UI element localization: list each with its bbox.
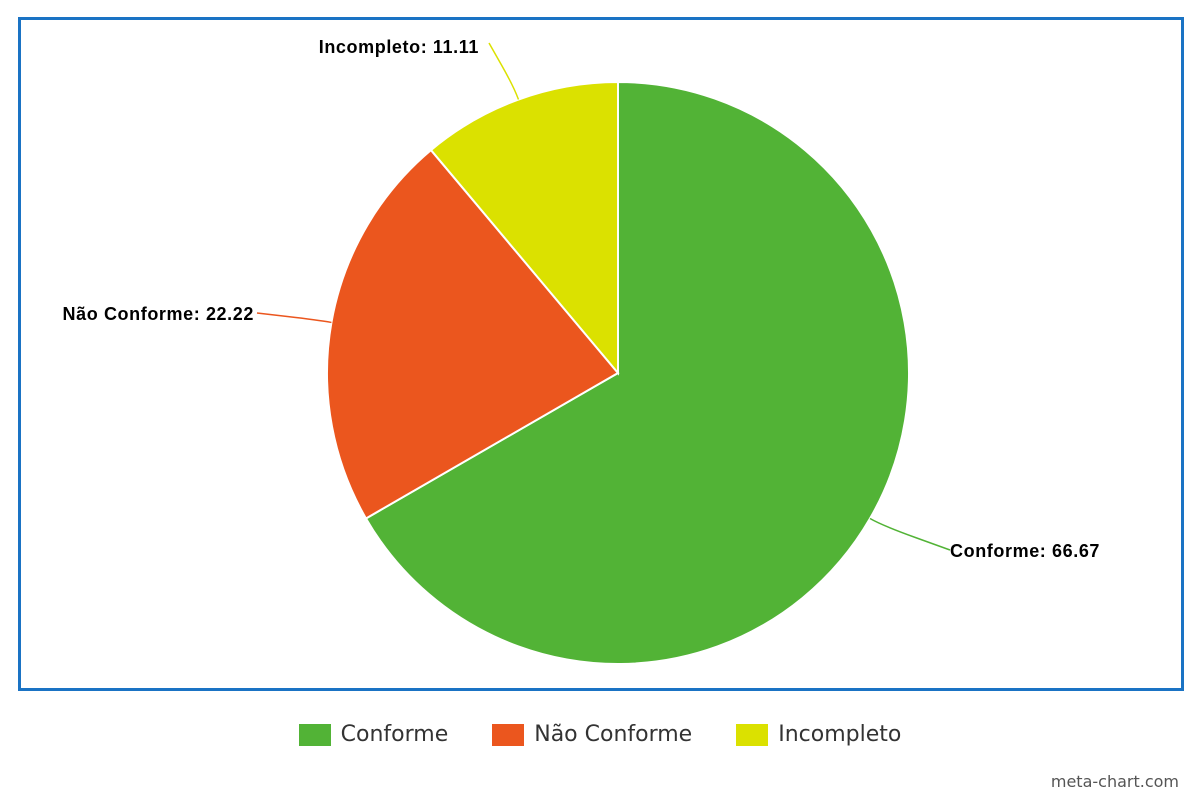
legend-item-conforme[interactable]: Conforme [298,722,449,747]
legend: Conforme Não Conforme Incompleto [0,722,1200,747]
pie-chart: Conforme: 66.67 Não Conforme: 22.22 Inco… [63,37,1100,665]
legend-item-incompleto[interactable]: Incompleto [736,722,901,747]
legend-swatch-conforme [298,723,331,746]
legend-label-conforme: Conforme [340,722,449,747]
legend-label-incompleto: Incompleto [778,722,902,747]
legend-swatch-nao-conforme [492,723,525,746]
slice-label-nao-conforme: Não Conforme: 22.22 [63,304,254,324]
label-connector-nao-conforme [256,312,332,324]
slice-labels: Conforme: 66.67 Não Conforme: 22.22 Inco… [63,37,1100,561]
chart-frame: Conforme: 66.67 Não Conforme: 22.22 Inco… [18,17,1184,691]
pie-slice-conforme[interactable] [364,80,910,665]
pie-slice-nao-conforme[interactable] [326,148,620,520]
label-connectors [256,42,951,551]
pie-slice-incompleto[interactable] [429,80,619,376]
watermark[interactable]: meta-chart.com [1050,772,1179,791]
pie-slices [326,80,910,665]
legend-swatch-incompleto [736,723,769,746]
label-connector-incompleto [488,42,520,100]
legend-item-nao-conforme[interactable]: Não Conforme [492,722,692,747]
legend-label-nao-conforme: Não Conforme [534,722,693,747]
slice-label-conforme: Conforme: 66.67 [950,541,1100,561]
slice-label-incompleto: Incompleto: 11.11 [319,37,479,57]
label-connector-conforme [869,517,951,551]
